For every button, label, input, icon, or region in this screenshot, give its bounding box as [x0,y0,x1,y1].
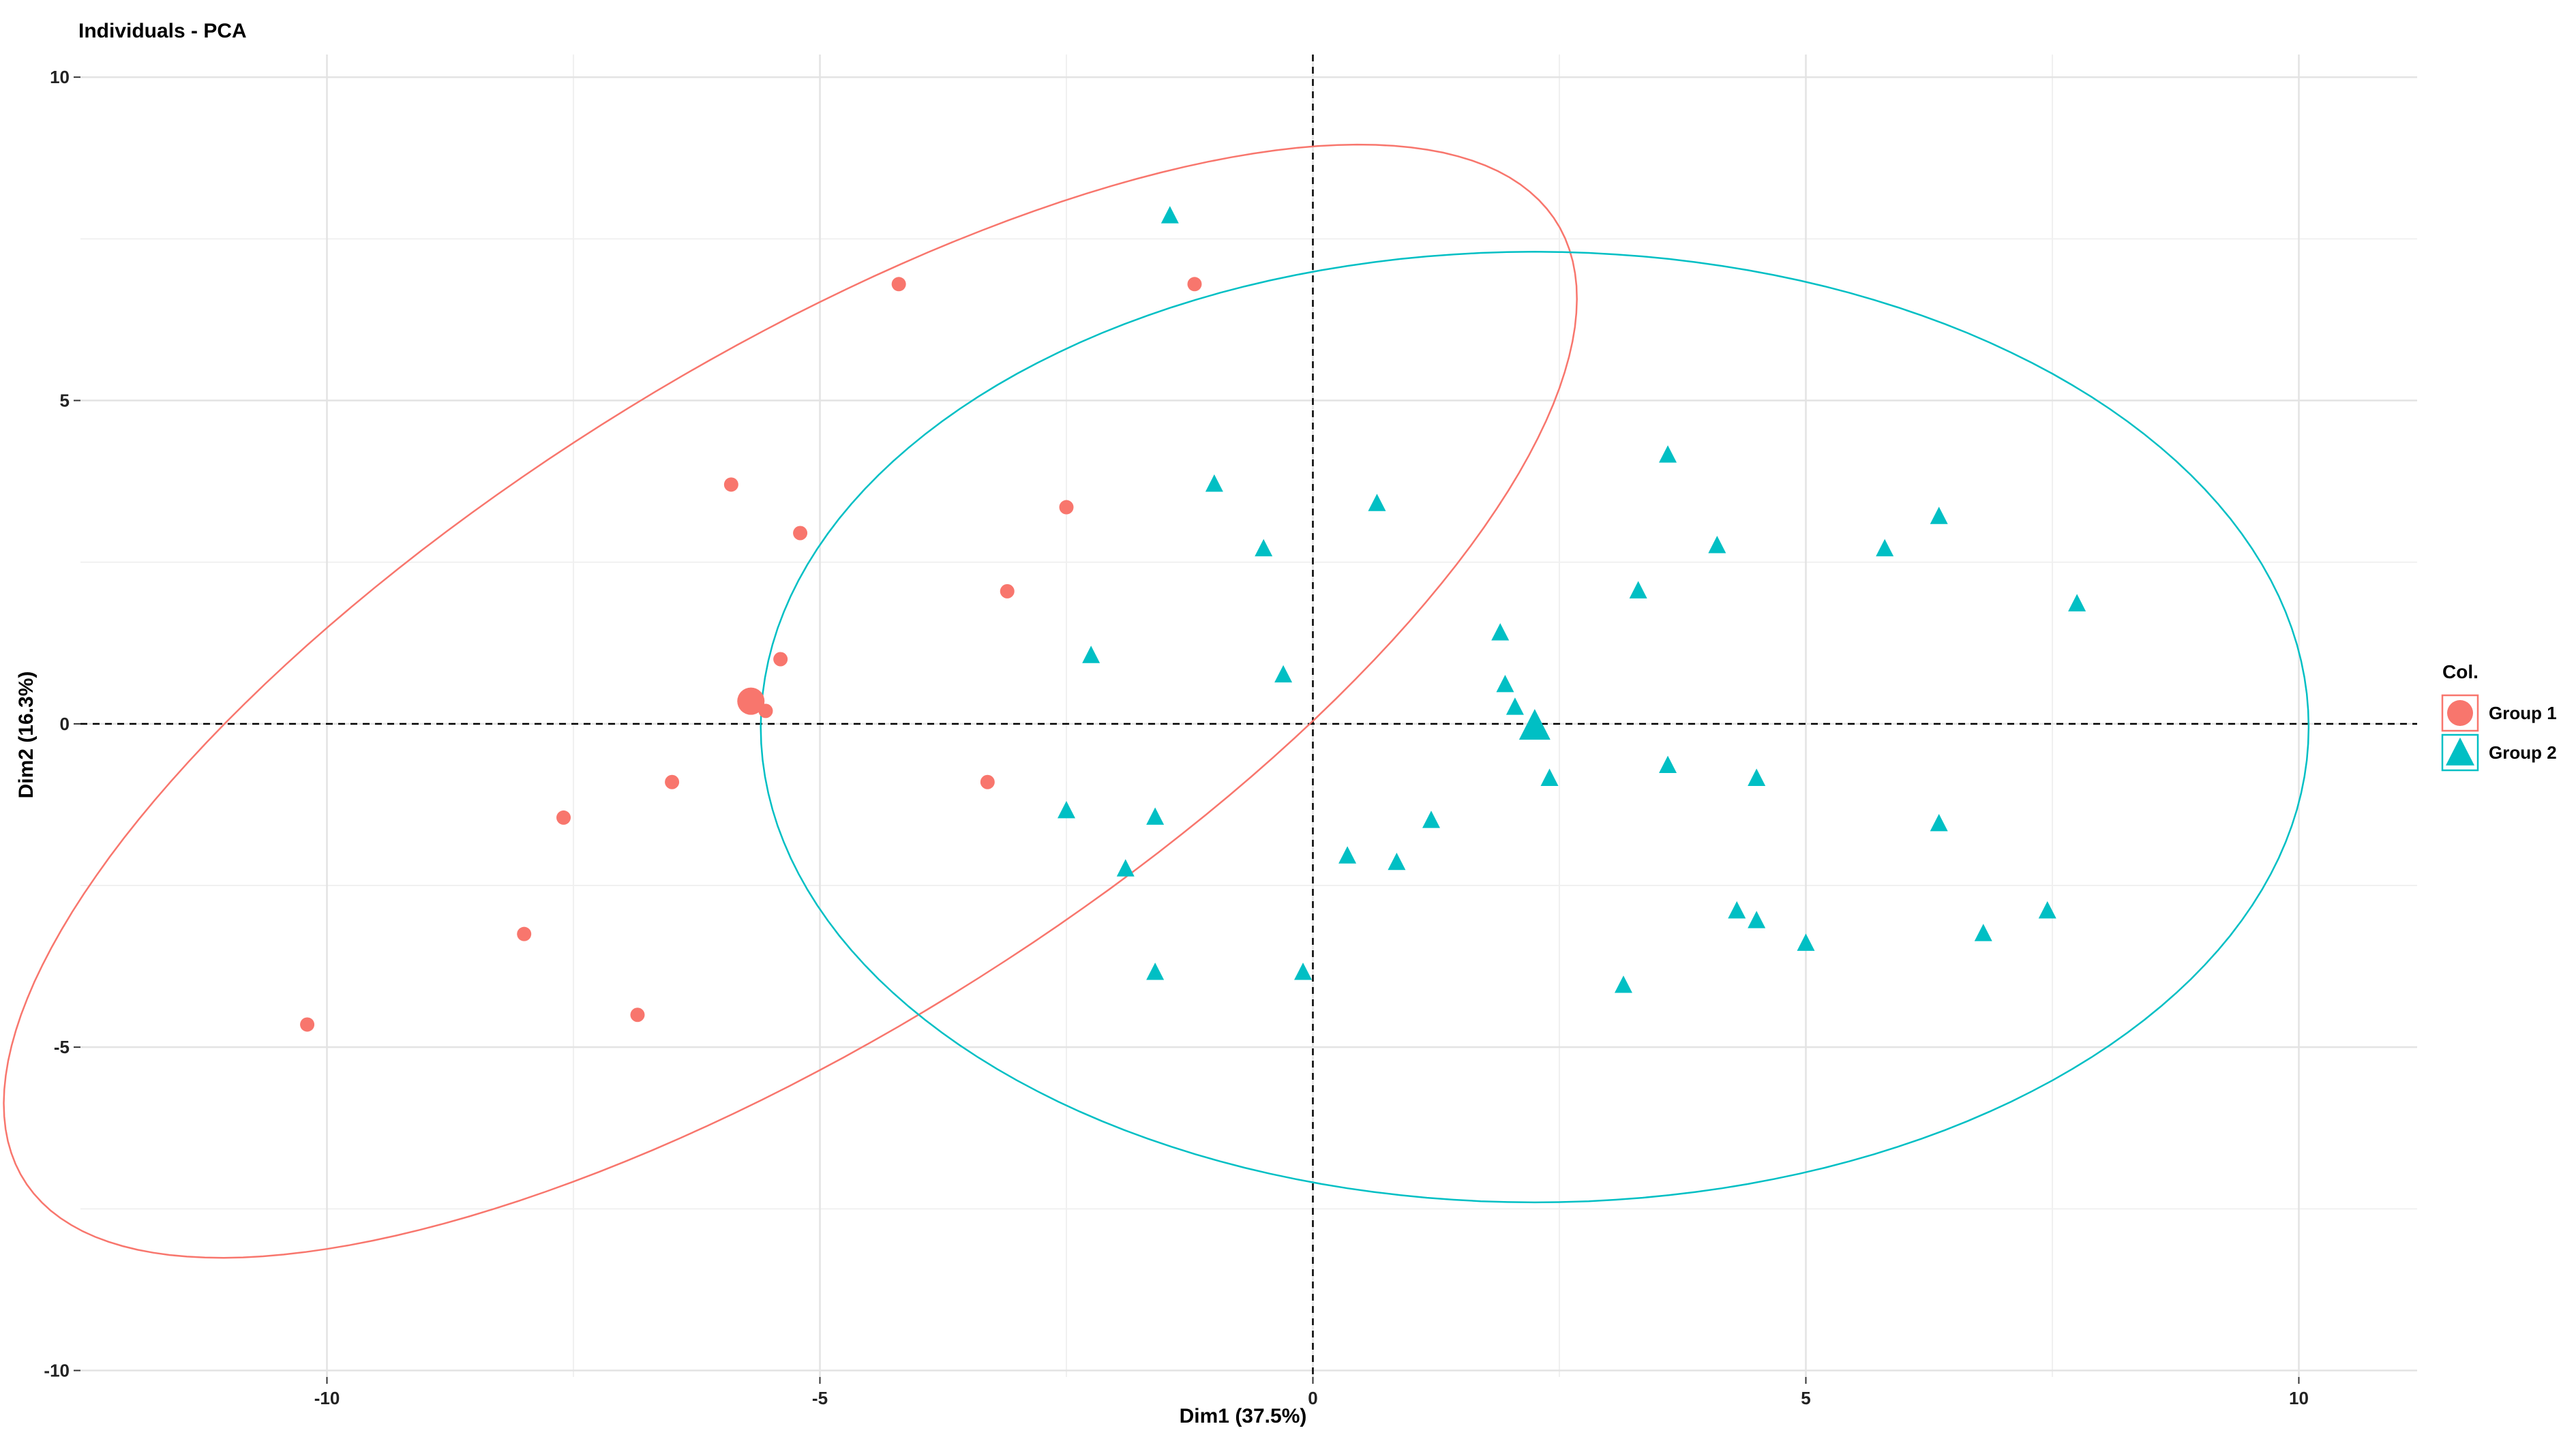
point-group-1 [793,526,808,541]
point-group-2 [1160,206,1179,224]
point-group-2 [1876,539,1894,557]
point-group-2 [1614,975,1632,993]
point-group-2 [1629,581,1647,599]
point-group-1 [665,774,680,789]
point-group-1 [1000,584,1015,599]
y-tick-label: -5 [54,1037,70,1057]
point-group-1 [1059,500,1074,515]
y-tick-label: 10 [50,67,70,87]
axes-layer: -10 -5 0 5 10 -10 -5 0 5 10 [44,55,2417,1408]
centroid-group-1 [737,687,765,715]
legend-label: Group 2 [2489,742,2557,763]
point-group-1 [773,652,788,667]
y-tick-label: -10 [44,1361,70,1381]
ellipse-group-2 [760,251,2310,1204]
point-group-2 [1496,674,1514,693]
legend-entry-group-1: Group 1 [2441,694,2557,732]
point-group-2 [1057,800,1075,819]
point-group-2 [1255,539,1273,557]
y-axis-label: Dim2 (16.3%) [15,671,38,799]
point-group-2 [1082,646,1100,663]
point-group-2 [1146,963,1165,980]
point-group-2 [1491,623,1510,641]
point-group-1 [1187,277,1202,292]
chart-title: Individuals - PCA [78,20,247,42]
point-group-1 [723,477,738,492]
point-group-2 [1368,494,1386,511]
x-axis-label: Dim1 (37.5%) [1180,1405,1307,1427]
point-group-2 [1659,755,1677,773]
point-group-2 [2038,901,2056,919]
legend: Col. Group 1 Group 2 [2441,661,2557,772]
y-tick-label: 0 [60,714,70,734]
x-tick-label: -10 [314,1388,340,1408]
point-group-2 [1540,768,1559,786]
legend-label: Group 1 [2489,703,2557,723]
x-tick-label: -5 [812,1388,828,1408]
point-group-2 [1116,859,1135,877]
point-group-2 [1338,846,1357,864]
point-group-1 [630,1008,645,1023]
ellipse-group-1 [3,143,1578,1259]
point-group-2 [1294,963,1313,980]
point-group-2 [1708,536,1726,554]
point-group-1 [300,1017,315,1032]
point-group-2 [1748,768,1766,786]
point-group-2 [1146,807,1165,825]
point-group-2 [1728,901,1746,919]
centroid-group-2 [1518,709,1551,740]
point-group-2 [2068,594,2086,611]
point-group-2 [1506,697,1524,715]
legend-key-circle-icon [2447,700,2473,726]
point-group-2 [1974,924,1992,941]
legend-key-triangle-icon [2446,737,2474,766]
grid-layer [80,55,2417,1377]
point-layer [300,206,2086,1032]
legend-title: Col. [2442,661,2478,682]
point-group-2 [1388,852,1406,870]
point-group-2 [1659,445,1677,463]
point-group-2 [1797,933,1815,951]
legend-entries: Group 1 Group 2 [2441,694,2557,772]
x-tick-label: 5 [1801,1388,1810,1408]
point-group-2 [1205,474,1223,492]
legend-entry-group-2: Group 2 [2441,733,2557,772]
point-group-1 [891,277,906,292]
point-group-2 [1422,811,1441,828]
y-tick-label: 5 [60,391,70,411]
point-group-2 [1930,813,1948,832]
point-group-2 [1748,911,1766,928]
ellipse-layer [3,143,2310,1259]
point-group-1 [517,926,532,941]
point-group-2 [1930,506,1948,524]
point-group-2 [1274,665,1293,683]
x-tick-label: 0 [1308,1388,1317,1408]
point-group-1 [556,810,571,825]
point-group-1 [980,774,995,789]
x-tick-label: 10 [2289,1388,2309,1408]
